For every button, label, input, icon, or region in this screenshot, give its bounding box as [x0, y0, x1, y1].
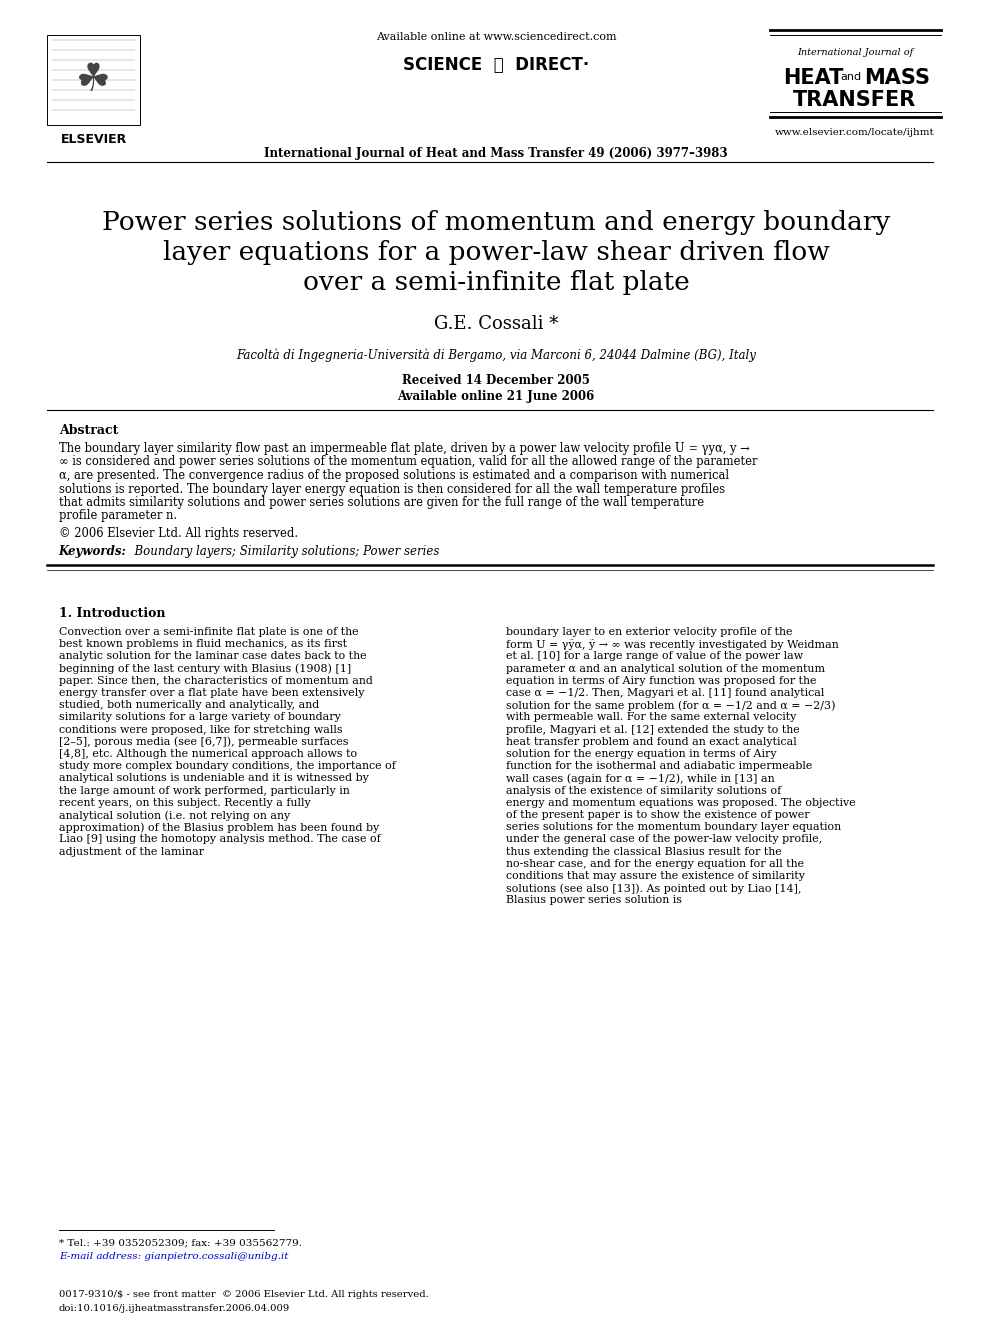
- Text: [4,8], etc. Although the numerical approach allows to: [4,8], etc. Although the numerical appro…: [59, 749, 357, 759]
- Text: International Journal of Heat and Mass Transfer 49 (2006) 3977–3983: International Journal of Heat and Mass T…: [264, 147, 728, 160]
- Text: heat transfer problem and found an exact analytical: heat transfer problem and found an exact…: [506, 737, 797, 746]
- Text: solutions is reported. The boundary layer energy equation is then considered for: solutions is reported. The boundary laye…: [59, 483, 725, 496]
- Text: solution for the same problem (for α = −1/2 and α = −2/3): solution for the same problem (for α = −…: [506, 700, 835, 710]
- Text: International Journal of: International Journal of: [797, 48, 913, 57]
- Text: ∞ is considered and power series solutions of the momentum equation, valid for a: ∞ is considered and power series solutio…: [59, 455, 757, 468]
- Text: study more complex boundary conditions, the importance of: study more complex boundary conditions, …: [59, 761, 396, 771]
- Text: series solutions for the momentum boundary layer equation: series solutions for the momentum bounda…: [506, 822, 841, 832]
- Text: the large amount of work performed, particularly in: the large amount of work performed, part…: [59, 786, 349, 795]
- Text: thus extending the classical Blasius result for the: thus extending the classical Blasius res…: [506, 847, 782, 856]
- Text: E-mail address: gianpietro.cossali@unibg.it: E-mail address: gianpietro.cossali@unibg…: [59, 1252, 288, 1261]
- Text: Keywords:: Keywords:: [59, 545, 127, 558]
- Text: no-shear case, and for the energy equation for all the: no-shear case, and for the energy equati…: [506, 859, 804, 869]
- Text: Available online 21 June 2006: Available online 21 June 2006: [398, 390, 594, 404]
- Text: Boundary layers; Similarity solutions; Power series: Boundary layers; Similarity solutions; P…: [127, 545, 439, 558]
- Text: with permeable wall. For the same external velocity: with permeable wall. For the same extern…: [506, 712, 797, 722]
- Text: HEAT: HEAT: [784, 67, 844, 89]
- Text: Blasius power series solution is: Blasius power series solution is: [506, 896, 682, 905]
- Text: ELSEVIER: ELSEVIER: [61, 134, 127, 146]
- Text: profile, Magyari et al. [12] extended the study to the: profile, Magyari et al. [12] extended th…: [506, 725, 800, 734]
- Text: et al. [10] for a large range of value of the power law: et al. [10] for a large range of value o…: [506, 651, 803, 662]
- Text: conditions that may assure the existence of similarity: conditions that may assure the existence…: [506, 871, 805, 881]
- Text: analytic solution for the laminar case dates back to the: analytic solution for the laminar case d…: [59, 651, 366, 662]
- Text: form U = γỹα, ỹ → ∞ was recently investigated by Weidman: form U = γỹα, ỹ → ∞ was recently investi…: [506, 639, 838, 650]
- Text: Liao [9] using the homotopy analysis method. The case of: Liao [9] using the homotopy analysis met…: [59, 835, 381, 844]
- Text: ☘: ☘: [76, 61, 111, 99]
- Text: © 2006 Elsevier Ltd. All rights reserved.: © 2006 Elsevier Ltd. All rights reserved…: [59, 527, 298, 540]
- Text: 1. Introduction: 1. Introduction: [59, 607, 166, 620]
- Text: energy transfer over a flat plate have been extensively: energy transfer over a flat plate have b…: [59, 688, 364, 699]
- Text: paper. Since then, the characteristics of momentum and: paper. Since then, the characteristics o…: [59, 676, 373, 685]
- Text: similarity solutions for a large variety of boundary: similarity solutions for a large variety…: [59, 712, 340, 722]
- Text: conditions were proposed, like for stretching walls: conditions were proposed, like for stret…: [59, 725, 342, 734]
- Text: case α = −1/2. Then, Magyari et al. [11] found analytical: case α = −1/2. Then, Magyari et al. [11]…: [506, 688, 824, 699]
- Text: solution for the energy equation in terms of Airy: solution for the energy equation in term…: [506, 749, 777, 759]
- Text: parameter α and an analytical solution of the momentum: parameter α and an analytical solution o…: [506, 664, 825, 673]
- Text: of the present paper is to show the existence of power: of the present paper is to show the exis…: [506, 810, 809, 820]
- Text: that admits similarity solutions and power series solutions are given for the fu: that admits similarity solutions and pow…: [59, 496, 704, 509]
- Text: MASS: MASS: [864, 67, 930, 89]
- Text: boundary layer to en exterior velocity profile of the: boundary layer to en exterior velocity p…: [506, 627, 793, 636]
- Text: and: and: [840, 71, 861, 82]
- Text: α, are presented. The convergence radius of the proposed solutions is estimated : α, are presented. The convergence radius…: [59, 468, 729, 482]
- Text: www.elsevier.com/locate/ijhmt: www.elsevier.com/locate/ijhmt: [775, 128, 934, 138]
- Text: Received 14 December 2005: Received 14 December 2005: [402, 374, 590, 388]
- Text: SCIENCE  ⓐ  DIRECT·: SCIENCE ⓐ DIRECT·: [403, 56, 589, 74]
- Text: under the general case of the power-law velocity profile,: under the general case of the power-law …: [506, 835, 822, 844]
- Text: layer equations for a power-law shear driven flow: layer equations for a power-law shear dr…: [163, 239, 829, 265]
- Text: adjustment of the laminar: adjustment of the laminar: [59, 847, 204, 856]
- Text: approximation) of the Blasius problem has been found by: approximation) of the Blasius problem ha…: [59, 822, 379, 832]
- Text: doi:10.1016/j.ijheatmasstransfer.2006.04.009: doi:10.1016/j.ijheatmasstransfer.2006.04…: [59, 1304, 290, 1312]
- Text: Available online at www.sciencedirect.com: Available online at www.sciencedirect.co…: [376, 32, 616, 42]
- Text: solutions (see also [13]). As pointed out by Liao [14],: solutions (see also [13]). As pointed ou…: [506, 884, 802, 894]
- Text: Facoltà di Ingegneria-Università di Bergamo, via Marconi 6, 24044 Dalmine (BG), : Facoltà di Ingegneria-Università di Berg…: [236, 348, 756, 361]
- Text: 0017-9310/$ - see front matter  © 2006 Elsevier Ltd. All rights reserved.: 0017-9310/$ - see front matter © 2006 El…: [59, 1290, 429, 1299]
- Text: over a semi-infinite flat plate: over a semi-infinite flat plate: [303, 270, 689, 295]
- Text: beginning of the last century with Blasius (1908) [1]: beginning of the last century with Blasi…: [59, 664, 351, 675]
- Text: recent years, on this subject. Recently a fully: recent years, on this subject. Recently …: [59, 798, 310, 808]
- Text: Abstract: Abstract: [59, 423, 118, 437]
- Text: best known problems in fluid mechanics, as its first: best known problems in fluid mechanics, …: [59, 639, 347, 650]
- Text: Power series solutions of momentum and energy boundary: Power series solutions of momentum and e…: [102, 210, 890, 235]
- Text: studied, both numerically and analytically, and: studied, both numerically and analytical…: [59, 700, 319, 710]
- Text: Convection over a semi-infinite flat plate is one of the: Convection over a semi-infinite flat pla…: [59, 627, 358, 636]
- Bar: [47, 34, 140, 124]
- Text: G.E. Cossali *: G.E. Cossali *: [434, 315, 558, 333]
- Text: analysis of the existence of similarity solutions of: analysis of the existence of similarity …: [506, 786, 781, 795]
- Text: energy and momentum equations was proposed. The objective: energy and momentum equations was propos…: [506, 798, 855, 808]
- Text: TRANSFER: TRANSFER: [794, 90, 917, 110]
- Text: equation in terms of Airy function was proposed for the: equation in terms of Airy function was p…: [506, 676, 816, 685]
- Text: profile parameter n.: profile parameter n.: [59, 509, 177, 523]
- Text: The boundary layer similarity flow past an impermeable flat plate, driven by a p: The boundary layer similarity flow past …: [59, 442, 750, 455]
- Text: analytical solution (i.e. not relying on any: analytical solution (i.e. not relying on…: [59, 810, 290, 820]
- Text: wall cases (again for α = −1/2), while in [13] an: wall cases (again for α = −1/2), while i…: [506, 774, 775, 785]
- Text: function for the isothermal and adiabatic impermeable: function for the isothermal and adiabati…: [506, 761, 812, 771]
- Text: [2–5], porous media (see [6,7]), permeable surfaces: [2–5], porous media (see [6,7]), permeab…: [59, 737, 348, 747]
- Text: analytical solutions is undeniable and it is witnessed by: analytical solutions is undeniable and i…: [59, 774, 369, 783]
- Text: * Tel.: +39 0352052309; fax: +39 035562779.: * Tel.: +39 0352052309; fax: +39 0355627…: [59, 1238, 302, 1248]
